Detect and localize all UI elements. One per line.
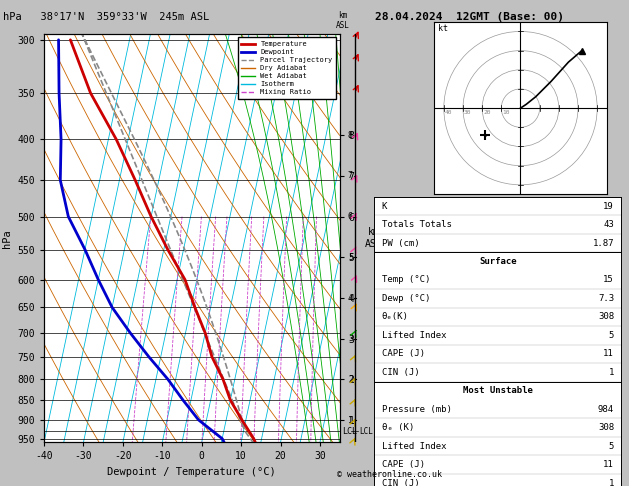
- Text: Lifted Index: Lifted Index: [382, 331, 446, 340]
- Text: 1: 1: [348, 416, 353, 425]
- Text: © weatheronline.co.uk: © weatheronline.co.uk: [338, 469, 442, 479]
- Text: Surface: Surface: [479, 257, 516, 266]
- Y-axis label: hPa: hPa: [2, 229, 12, 247]
- Text: 10: 10: [503, 110, 509, 115]
- Text: 5: 5: [609, 442, 614, 451]
- Text: 2: 2: [348, 375, 353, 384]
- Text: 6: 6: [348, 212, 353, 221]
- Text: θₑ(K): θₑ(K): [382, 312, 409, 321]
- Text: Most Unstable: Most Unstable: [463, 386, 533, 395]
- Text: 28.04.2024  12GMT (Base: 00): 28.04.2024 12GMT (Base: 00): [375, 12, 564, 22]
- Text: 7: 7: [348, 172, 353, 180]
- Text: 40: 40: [445, 110, 452, 115]
- Text: 20: 20: [293, 446, 300, 451]
- Text: 1.87: 1.87: [593, 239, 614, 247]
- Text: PW (cm): PW (cm): [382, 239, 420, 247]
- Text: LCL: LCL: [343, 427, 358, 436]
- Text: 20: 20: [483, 110, 491, 115]
- Text: Pressure (mb): Pressure (mb): [382, 405, 452, 414]
- Text: 4: 4: [200, 446, 204, 451]
- Text: Lifted Index: Lifted Index: [382, 442, 446, 451]
- Text: 8: 8: [239, 446, 242, 451]
- Text: 1: 1: [131, 446, 134, 451]
- Text: km
ASL: km ASL: [336, 11, 350, 30]
- Text: 43: 43: [603, 220, 614, 229]
- Text: CAPE (J): CAPE (J): [382, 460, 425, 469]
- Text: LCL: LCL: [359, 427, 373, 436]
- Text: 3: 3: [185, 446, 188, 451]
- Text: 5: 5: [609, 331, 614, 340]
- Text: 1: 1: [609, 479, 614, 486]
- Text: kt: kt: [438, 24, 448, 34]
- Text: 308: 308: [598, 312, 614, 321]
- Text: 4: 4: [348, 294, 353, 303]
- Text: 15: 15: [603, 276, 614, 284]
- Text: 3: 3: [348, 334, 353, 343]
- Text: 10: 10: [250, 446, 257, 451]
- Text: K: K: [382, 202, 387, 210]
- Text: 2: 2: [164, 446, 167, 451]
- Text: Dewp (°C): Dewp (°C): [382, 294, 430, 303]
- Text: 8: 8: [348, 131, 353, 140]
- Y-axis label: km
ASL: km ASL: [365, 227, 383, 249]
- Text: 11: 11: [603, 460, 614, 469]
- Text: CIN (J): CIN (J): [382, 479, 420, 486]
- Text: θₑ (K): θₑ (K): [382, 423, 414, 432]
- Text: Totals Totals: Totals Totals: [382, 220, 452, 229]
- Text: 15: 15: [275, 446, 282, 451]
- Text: 19: 19: [603, 202, 614, 210]
- Text: CAPE (J): CAPE (J): [382, 349, 425, 358]
- Text: 308: 308: [598, 423, 614, 432]
- Text: 11: 11: [603, 349, 614, 358]
- Legend: Temperature, Dewpoint, Parcel Trajectory, Dry Adiabat, Wet Adiabat, Isotherm, Mi: Temperature, Dewpoint, Parcel Trajectory…: [238, 37, 336, 99]
- Text: 25: 25: [308, 446, 314, 451]
- Text: 5: 5: [213, 446, 216, 451]
- Text: hPa   38°17'N  359°33'W  245m ASL: hPa 38°17'N 359°33'W 245m ASL: [3, 12, 209, 22]
- Text: 30: 30: [464, 110, 472, 115]
- X-axis label: Dewpoint / Temperature (°C): Dewpoint / Temperature (°C): [108, 467, 276, 477]
- Text: 1: 1: [609, 368, 614, 377]
- Text: 7.3: 7.3: [598, 294, 614, 303]
- Text: CIN (J): CIN (J): [382, 368, 420, 377]
- Text: Temp (°C): Temp (°C): [382, 276, 430, 284]
- Text: 5: 5: [348, 253, 353, 262]
- Text: 984: 984: [598, 405, 614, 414]
